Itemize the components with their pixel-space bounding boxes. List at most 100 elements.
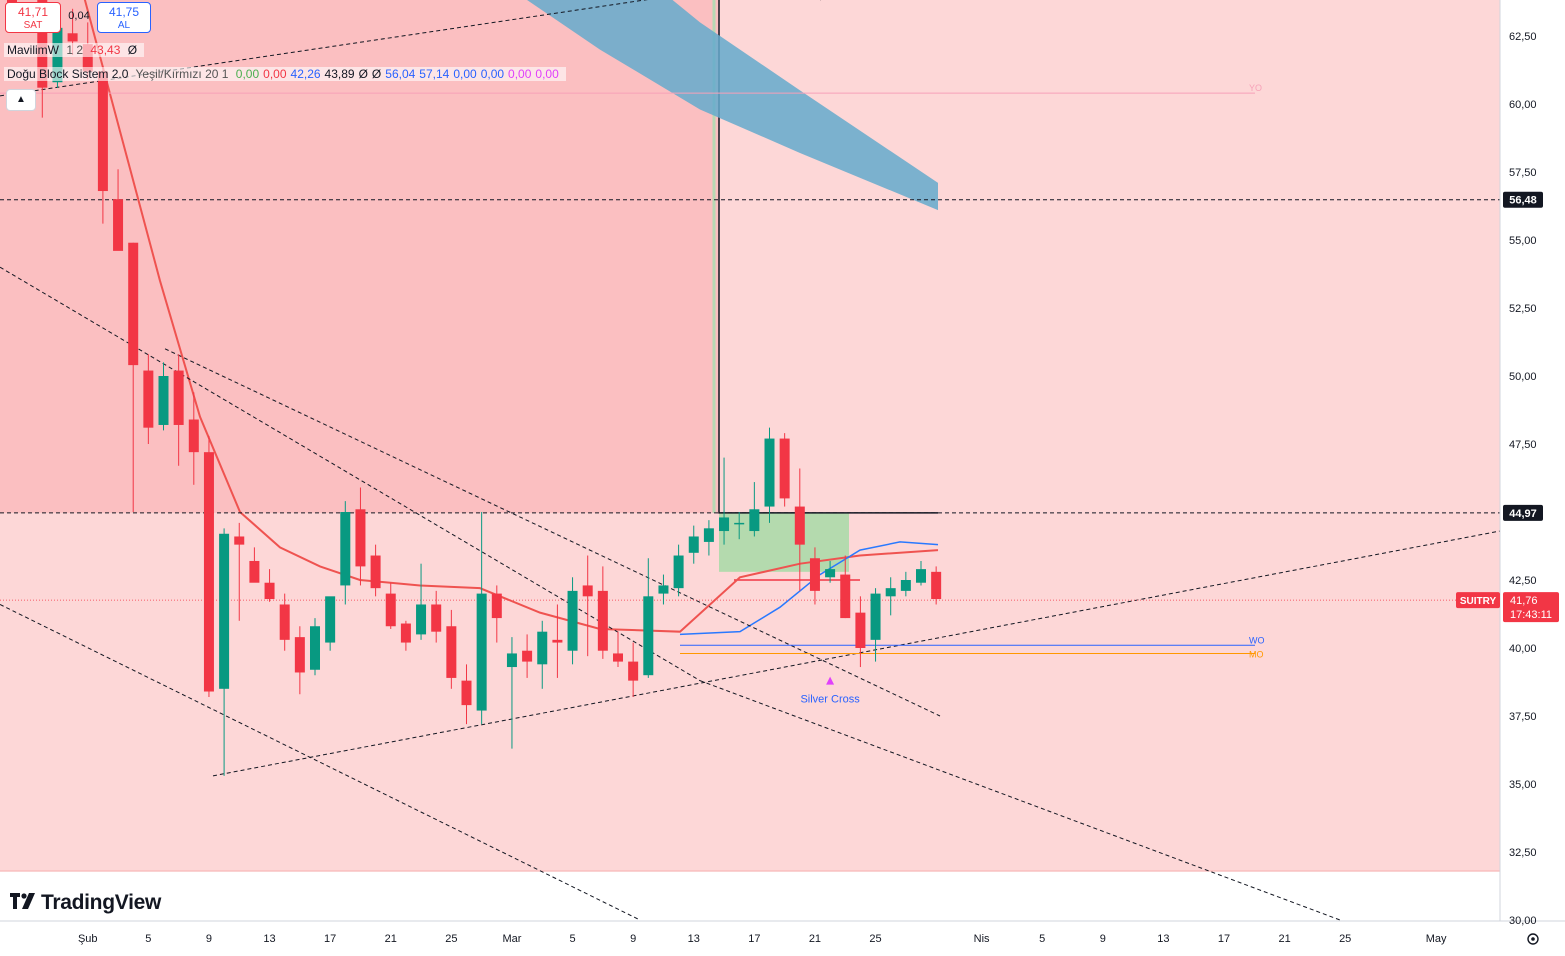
trend-line (164, 348, 941, 717)
candle-body (203, 452, 214, 692)
candle-body (628, 661, 639, 681)
silver-cross-label: Silver Cross (800, 694, 860, 706)
legend-value: 57,14 (419, 67, 450, 81)
candle-body (870, 593, 881, 640)
x-tick-label: 13 (688, 933, 700, 945)
trend-line (699, 680, 1341, 921)
y-tick-label: 55,00 (1509, 235, 1537, 247)
x-tick-label: 13 (263, 933, 275, 945)
legend-value: 0,00 (263, 67, 287, 81)
x-tick-label: Mar (502, 933, 521, 945)
block-fill (0, 0, 719, 513)
candle-body (249, 560, 260, 583)
candle-body (476, 593, 487, 711)
price-label-box (1503, 504, 1543, 521)
x-tick-label: 17 (748, 933, 760, 945)
legend-extra: Ø (127, 43, 138, 57)
legend-name: Doğu Block Sistem 2.0 (7, 67, 129, 81)
candle-body (431, 604, 442, 632)
candle-body (688, 536, 699, 553)
candle-body (567, 590, 578, 651)
candle-body (916, 569, 926, 583)
x-tick-label: 25 (1339, 933, 1351, 945)
legend-value: Ø (358, 67, 368, 81)
collapse-legend-button[interactable]: ▲ (6, 89, 36, 111)
candle-body (310, 626, 320, 670)
buy-button[interactable]: 41,75 AL (97, 2, 151, 33)
sell-button[interactable]: 41,71 SAT (5, 2, 61, 33)
last-price-label: 41,76 (1510, 595, 1538, 607)
buy-label: AL (117, 20, 131, 31)
legend-mavilimw[interactable]: MavilimW 1 2 43,43 Ø (4, 43, 145, 57)
time-axis-bg (0, 921, 1565, 956)
x-tick-label: 5 (145, 933, 151, 945)
candle-body (794, 506, 805, 545)
price-label-text: 44,97 (1509, 508, 1537, 520)
candle-body (97, 71, 108, 192)
candle-body (522, 650, 533, 662)
candle-body (294, 637, 305, 673)
zones-layer (0, 0, 1500, 872)
x-tick-label: 25 (445, 933, 457, 945)
candle-body (67, 33, 78, 42)
candle-body (734, 522, 745, 525)
x-tick-label: 21 (385, 933, 397, 945)
x-tick-label: May (1426, 933, 1447, 945)
legend-value: 0,00 (235, 67, 260, 81)
candle-body (582, 585, 593, 597)
candle-body (234, 536, 245, 545)
candle-body (900, 580, 911, 591)
drawings-layer: YO WO MO Silver Cross (0, 0, 1501, 921)
candle-body (264, 582, 275, 600)
candle-body (597, 590, 608, 651)
silver-cross-marker (826, 676, 835, 685)
candle-body (855, 612, 866, 648)
candle-body (370, 555, 381, 589)
price-label-text: 56,48 (1509, 195, 1537, 207)
candle-body (840, 574, 851, 619)
chevron-up-icon: ▲ (16, 94, 26, 105)
candle-body (764, 438, 775, 507)
trend-line (0, 0, 648, 97)
trend-line (0, 266, 701, 682)
x-tick-label: 21 (809, 933, 821, 945)
candle-body (643, 596, 654, 676)
price-axis-bg (1500, 0, 1565, 956)
tradingview-logo[interactable]: TradingView (10, 891, 161, 915)
y-tick-label: 62,50 (1509, 31, 1537, 43)
candle-body (703, 528, 714, 542)
legend-value: 56,04 (385, 67, 416, 81)
candle-body (113, 199, 124, 251)
gear-center (1531, 937, 1535, 941)
spread-value: 0,04 (68, 10, 90, 22)
y-tick-label: 42,50 (1509, 575, 1537, 587)
candle-body (749, 509, 760, 532)
buy-price: 41,75 (108, 5, 140, 19)
legend-params: 1 2 (66, 43, 84, 57)
x-tick-label: 17 (324, 933, 336, 945)
candle-body (279, 604, 290, 640)
brand-name: TradingView (41, 891, 162, 914)
legend-value: 0,00 (480, 67, 505, 81)
candle-body (552, 639, 563, 643)
x-tick-label: 9 (630, 933, 636, 945)
legend-value: 43,89 (324, 67, 355, 81)
y-tick-label: 37,50 (1509, 711, 1537, 723)
x-tick-label: Nis (974, 933, 990, 945)
x-tick-label: 17 (1218, 933, 1230, 945)
x-tick-label: 13 (1157, 933, 1169, 945)
red-zone (0, 0, 1500, 872)
level-label: MO (1249, 649, 1264, 659)
legend-value: 0,00 (535, 67, 559, 81)
candle-body (158, 376, 169, 425)
price-label-box (1503, 191, 1543, 208)
y-tick-label: 32,50 (1509, 847, 1537, 859)
legend-dogu-block[interactable]: Doğu Block Sistem 2.0 Yeşil/Kırmızı 20 1… (4, 67, 566, 81)
candle-body (491, 593, 502, 619)
y-tick-label: 57,50 (1509, 167, 1537, 179)
x-tick-label: Şub (78, 933, 98, 945)
candles-layer (7, 0, 942, 776)
gear-icon[interactable] (1527, 933, 1539, 945)
